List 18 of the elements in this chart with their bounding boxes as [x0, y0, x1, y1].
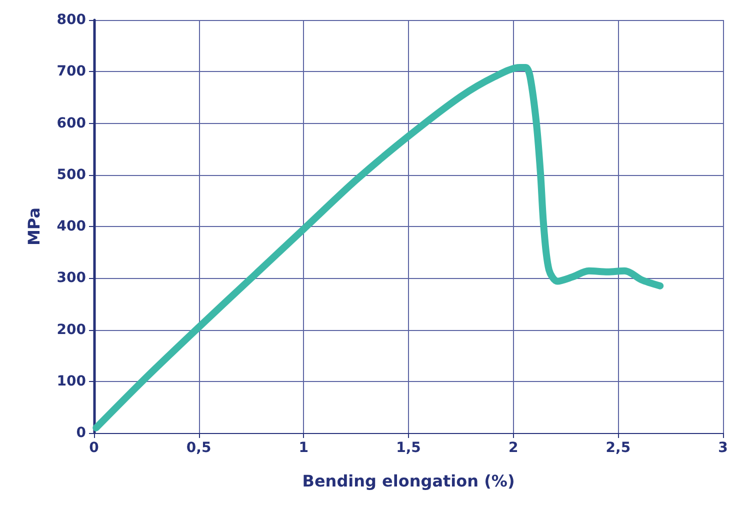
y-tick-label: 200	[56, 322, 86, 338]
y-tick-label: 800	[56, 12, 86, 28]
x-tick-label: 0	[89, 440, 100, 456]
x-tick-label: 1,5	[396, 440, 421, 456]
y-tick-label: 700	[56, 64, 86, 80]
y-tick-label: 100	[56, 373, 86, 390]
x-tick-label: 0,5	[186, 440, 212, 456]
y-tick-label: 400	[56, 218, 86, 234]
y-axis-title: MPa	[24, 207, 44, 246]
x-axis-title: Bending elongation (%)	[302, 472, 515, 490]
y-tick-label: 0	[76, 425, 86, 441]
x-tick-label: 2,5	[606, 440, 631, 456]
x-tick-label: 3	[718, 440, 728, 456]
y-tick-label: 300	[56, 270, 86, 286]
x-tick-label: 1	[298, 440, 309, 456]
x-tick-label: 2	[508, 440, 518, 456]
y-tick-label: 600	[56, 115, 86, 132]
y-tick-label: 500	[56, 166, 86, 183]
